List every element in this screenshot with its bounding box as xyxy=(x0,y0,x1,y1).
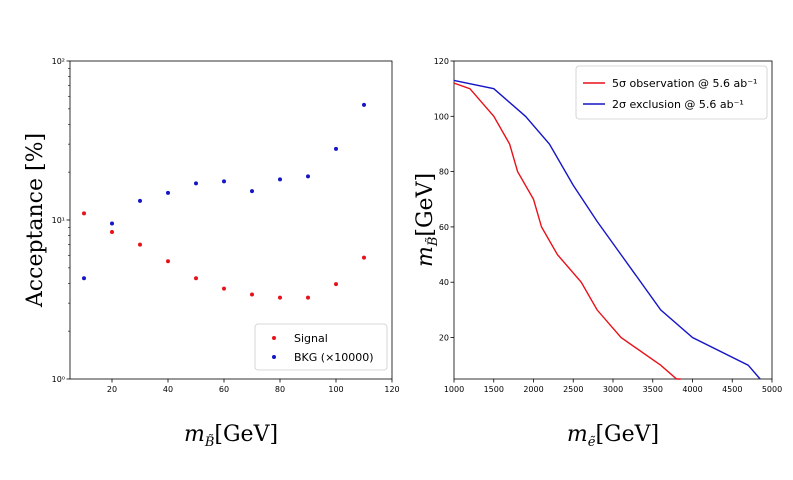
legend-marker-signal xyxy=(272,336,276,340)
legend-label-signal: Signal xyxy=(294,332,328,345)
mass-reach-y-label-unit: [GeV] xyxy=(413,173,438,237)
acceptance-x-tick-label: 100 xyxy=(328,385,343,394)
mass-reach-y-tick-label: 20 xyxy=(439,334,449,343)
signal-point xyxy=(110,230,114,235)
exclusion-2sigma-line xyxy=(453,79,761,380)
mass-reach-y-tick-label: 120 xyxy=(434,57,449,66)
bkg-point xyxy=(110,221,114,226)
signal-point xyxy=(194,276,198,281)
mass-reach-x-axis-label: mẽ[GeV] xyxy=(567,422,659,450)
acceptance-x-tick-label: 80 xyxy=(275,385,285,394)
acceptance-x-tick-label: 120 xyxy=(384,385,399,394)
bkg-point xyxy=(82,276,86,281)
mass-reach-x-label-base: m xyxy=(567,422,588,447)
mass-reach-y-tick-label: 40 xyxy=(439,278,449,287)
bkg-point xyxy=(306,174,310,179)
legend-marker-bkg xyxy=(272,355,276,359)
bkg-point xyxy=(362,102,366,107)
mass-reach-x-tick-label: 1500 xyxy=(484,385,504,394)
signal-point xyxy=(222,286,226,291)
acceptance-legend-box xyxy=(254,323,388,371)
acceptance-y-axis-label: Acceptance [%] xyxy=(23,133,48,308)
mass-reach-x-label-sub: ẽ xyxy=(588,435,596,450)
mass-reach-chart: 1000 1500 2000 2500 3000 3500 4000 4500 5000 20 40… xyxy=(413,57,782,450)
observation-5sigma-line xyxy=(453,82,681,380)
mass-reach-y-axis-label: mB̃[GeV] xyxy=(413,173,441,267)
mass-reach-y-label-base: m xyxy=(413,246,438,267)
bkg-point xyxy=(138,198,142,203)
acceptance-legend: Signal BKG (×10000) xyxy=(254,323,388,371)
acceptance-x-tick-label: 20 xyxy=(107,385,117,394)
acceptance-chart: 20 40 60 80 100 120 10⁰ 10¹ 10² Acceptance [%] m… xyxy=(23,57,400,450)
mass-reach-x-tick-label: 4500 xyxy=(722,385,742,394)
acceptance-x-tick-label: 40 xyxy=(163,385,173,394)
mass-reach-x-tick-label: 2000 xyxy=(523,385,543,394)
acceptance-x-axis-label: mB̃[GeV] xyxy=(184,422,278,450)
bkg-point xyxy=(222,179,226,184)
signal-point xyxy=(250,292,254,297)
signal-point xyxy=(166,259,170,264)
mass-reach-y-label-sub: B̃ xyxy=(425,237,441,248)
acceptance-x-label-sub: B̃ xyxy=(204,434,215,450)
mass-reach-y-tick-label: 80 xyxy=(439,168,449,177)
mass-reach-legend: 5σ observation @ 5.6 ab⁻¹ 2σ exclusion @… xyxy=(575,65,768,120)
bkg-point xyxy=(166,190,170,195)
acceptance-x-label-unit: [GeV] xyxy=(214,422,278,447)
bkg-point xyxy=(334,146,338,151)
mass-reach-x-tick-label: 3500 xyxy=(643,385,663,394)
signal-point xyxy=(82,211,86,216)
mass-reach-x-tick-label: 3000 xyxy=(603,385,623,394)
bkg-point xyxy=(278,177,282,182)
legend-label-exclusion: 2σ exclusion @ 5.6 ab⁻¹ xyxy=(612,98,744,111)
mass-reach-x-tick-label: 1000 xyxy=(444,385,464,394)
bkg-point xyxy=(250,189,254,194)
acceptance-y-tick-label: 10² xyxy=(52,57,65,66)
legend-label-observation: 5σ observation @ 5.6 ab⁻¹ xyxy=(612,77,757,90)
acceptance-y-tick-label: 10⁰ xyxy=(52,375,65,384)
acceptance-x-label-base: m xyxy=(184,422,205,447)
signal-point xyxy=(362,255,366,260)
mass-reach-x-label-unit: [GeV] xyxy=(595,422,659,447)
mass-reach-y-tick-label: 60 xyxy=(439,223,449,232)
acceptance-y-tick-label: 10¹ xyxy=(52,216,65,225)
signal-point xyxy=(278,295,282,300)
mass-reach-x-tick-label: 5000 xyxy=(762,385,782,394)
mass-reach-x-tick-label: 2500 xyxy=(563,385,583,394)
legend-label-bkg: BKG (×10000) xyxy=(294,351,374,364)
mass-reach-x-tick-label: 4000 xyxy=(682,385,702,394)
signal-point xyxy=(138,242,142,247)
bkg-point xyxy=(194,181,198,186)
mass-reach-legend-box xyxy=(575,65,768,120)
signal-point xyxy=(334,282,338,287)
acceptance-x-tick-label: 60 xyxy=(219,385,229,394)
signal-point xyxy=(306,295,310,300)
mass-reach-y-tick-label: 100 xyxy=(434,112,449,121)
